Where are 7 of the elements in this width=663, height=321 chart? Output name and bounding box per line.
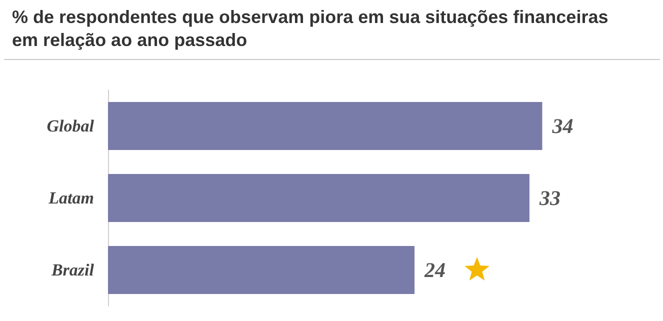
chart-title: % de respondentes que observam piora em sua situações financeiras em relação ao ano passado: [12, 6, 610, 52]
y-tick-label: Latam: [48, 188, 94, 208]
data-label: 33: [538, 186, 560, 210]
y-tick-label: Brazil: [50, 260, 94, 280]
data-label: 34: [551, 114, 574, 138]
y-tick-label: Global: [46, 116, 94, 136]
data-label: 24: [424, 258, 446, 282]
